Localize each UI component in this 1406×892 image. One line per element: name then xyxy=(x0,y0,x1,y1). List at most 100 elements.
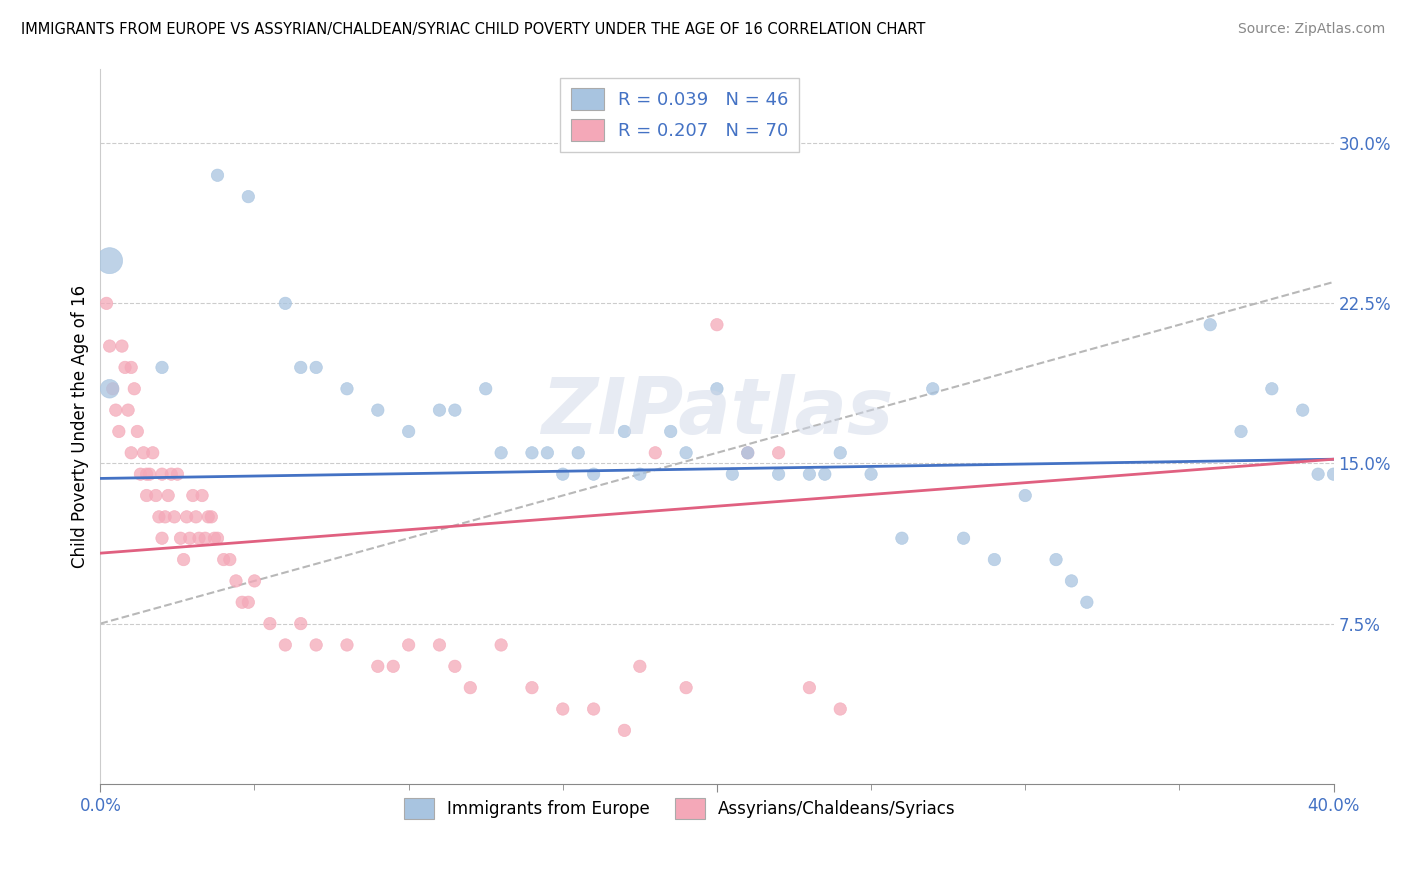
Point xyxy=(1261,382,1284,396)
Point xyxy=(860,467,883,482)
Point xyxy=(98,253,121,268)
Point xyxy=(179,531,201,545)
Point xyxy=(150,467,173,482)
Point xyxy=(166,467,188,482)
Point xyxy=(108,425,131,439)
Point xyxy=(153,509,176,524)
Point xyxy=(551,702,574,716)
Point xyxy=(336,382,359,396)
Point xyxy=(830,702,852,716)
Point xyxy=(173,552,195,566)
Point xyxy=(163,509,186,524)
Point xyxy=(336,638,359,652)
Point xyxy=(127,425,149,439)
Point xyxy=(567,446,589,460)
Point xyxy=(145,489,167,503)
Point xyxy=(169,531,191,545)
Point xyxy=(194,531,217,545)
Point xyxy=(799,681,821,695)
Point xyxy=(207,531,229,545)
Point xyxy=(212,552,235,566)
Point xyxy=(1199,318,1222,332)
Point xyxy=(429,403,451,417)
Point xyxy=(188,531,211,545)
Point xyxy=(768,467,790,482)
Point xyxy=(489,446,512,460)
Point xyxy=(184,509,207,524)
Point xyxy=(582,702,605,716)
Point xyxy=(444,659,467,673)
Point xyxy=(98,382,121,396)
Point xyxy=(104,403,127,417)
Point xyxy=(659,425,682,439)
Point xyxy=(1045,552,1067,566)
Point xyxy=(1014,489,1036,503)
Point xyxy=(129,467,152,482)
Text: ZIPatlas: ZIPatlas xyxy=(541,374,893,450)
Point xyxy=(120,446,142,460)
Point xyxy=(138,467,160,482)
Point xyxy=(398,425,420,439)
Point xyxy=(135,467,157,482)
Point xyxy=(148,509,170,524)
Point xyxy=(675,681,697,695)
Point xyxy=(274,638,297,652)
Point xyxy=(382,659,405,673)
Point xyxy=(150,531,173,545)
Point xyxy=(474,382,496,396)
Point xyxy=(429,638,451,652)
Point xyxy=(582,467,605,482)
Point xyxy=(117,403,139,417)
Point xyxy=(367,403,389,417)
Point xyxy=(157,489,180,503)
Point xyxy=(628,659,651,673)
Y-axis label: Child Poverty Under the Age of 16: Child Poverty Under the Age of 16 xyxy=(72,285,89,567)
Point xyxy=(814,467,837,482)
Point xyxy=(135,489,157,503)
Point xyxy=(520,681,543,695)
Text: Source: ZipAtlas.com: Source: ZipAtlas.com xyxy=(1237,22,1385,37)
Point xyxy=(644,446,666,460)
Point xyxy=(142,446,165,460)
Point xyxy=(207,168,229,182)
Point xyxy=(983,552,1005,566)
Point xyxy=(1292,403,1315,417)
Point xyxy=(489,638,512,652)
Point xyxy=(721,467,744,482)
Point xyxy=(197,509,219,524)
Point xyxy=(830,446,852,460)
Point xyxy=(1230,425,1253,439)
Point xyxy=(181,489,204,503)
Point xyxy=(98,339,121,353)
Point xyxy=(737,446,759,460)
Point xyxy=(150,360,173,375)
Point xyxy=(952,531,974,545)
Point xyxy=(1060,574,1083,588)
Point xyxy=(675,446,697,460)
Point xyxy=(551,467,574,482)
Point xyxy=(1322,467,1344,482)
Point xyxy=(921,382,943,396)
Point xyxy=(176,509,198,524)
Point xyxy=(305,638,328,652)
Legend: Immigrants from Europe, Assyrians/Chaldeans/Syriacs: Immigrants from Europe, Assyrians/Chalde… xyxy=(398,792,963,825)
Point xyxy=(111,339,134,353)
Point xyxy=(238,595,260,609)
Point xyxy=(231,595,253,609)
Point xyxy=(238,189,260,203)
Text: IMMIGRANTS FROM EUROPE VS ASSYRIAN/CHALDEAN/SYRIAC CHILD POVERTY UNDER THE AGE O: IMMIGRANTS FROM EUROPE VS ASSYRIAN/CHALD… xyxy=(21,22,925,37)
Point xyxy=(613,425,636,439)
Point xyxy=(290,616,312,631)
Point xyxy=(536,446,558,460)
Point xyxy=(243,574,266,588)
Point xyxy=(114,360,136,375)
Point xyxy=(101,382,124,396)
Point xyxy=(706,318,728,332)
Point xyxy=(274,296,297,310)
Point xyxy=(259,616,281,631)
Point xyxy=(96,296,118,310)
Point xyxy=(1306,467,1329,482)
Point xyxy=(305,360,328,375)
Point xyxy=(191,489,214,503)
Point xyxy=(444,403,467,417)
